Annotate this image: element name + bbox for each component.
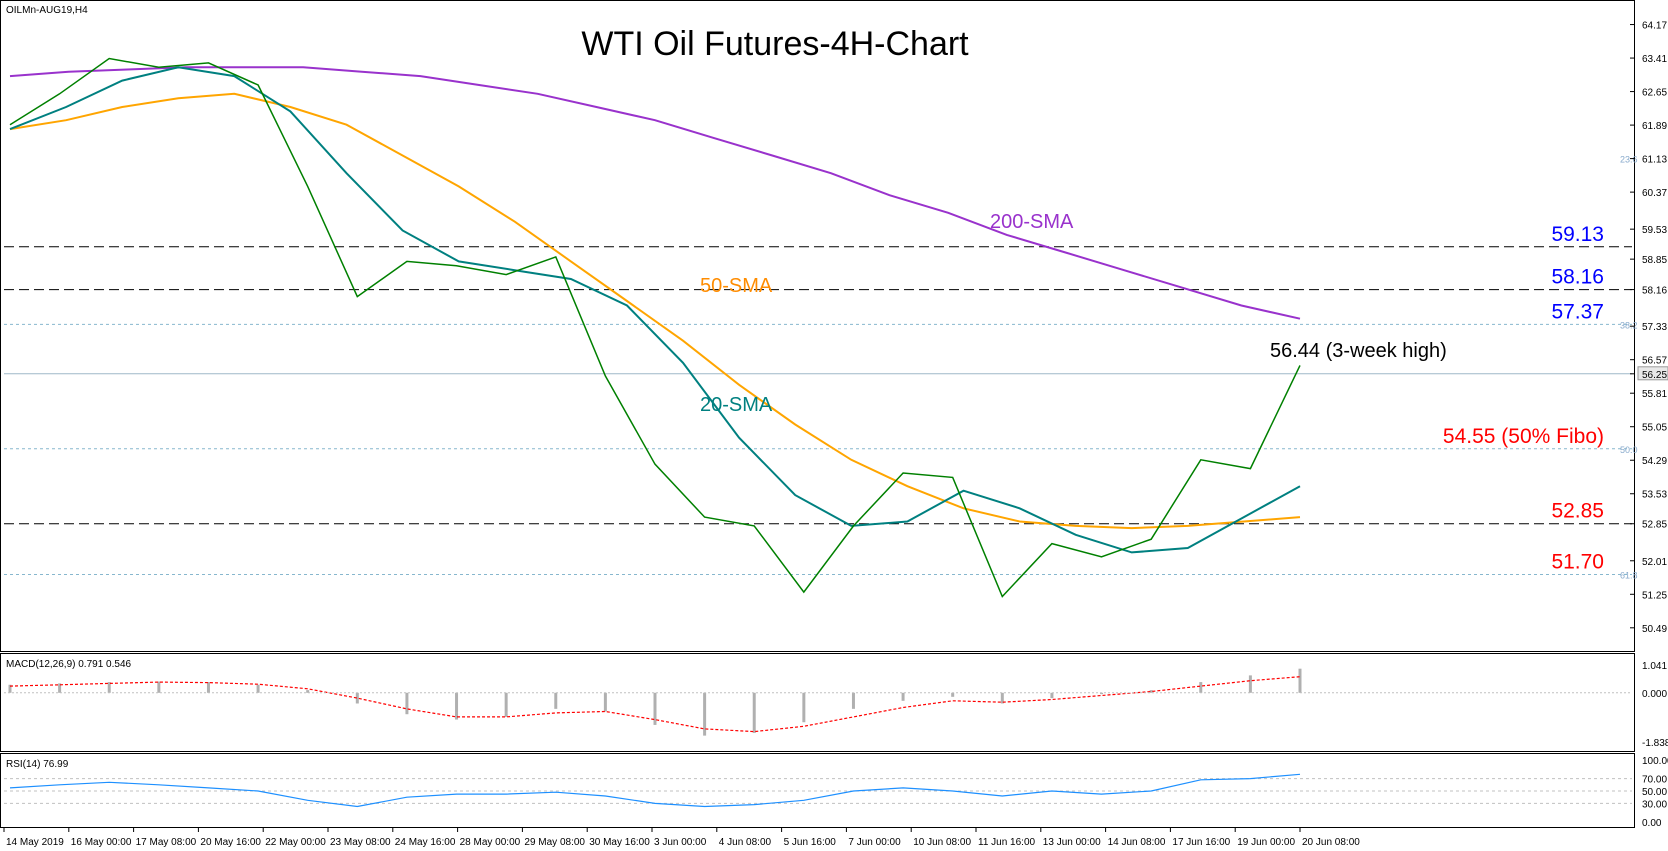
time-tick-label: 17 May 08:00 [136,837,197,848]
time-tick-label: 14 May 2019 [6,837,64,848]
time-tick-label: 17 Jun 16:00 [1172,837,1230,848]
fib-label: 50.0 [1620,445,1638,455]
level-label: 51.70 [1551,550,1604,573]
price-tick-label: 53.53 [1642,490,1667,501]
price-tick-label: 55.81 [1642,389,1667,400]
price-tick-label: 61.13 [1642,155,1667,166]
time-tick-label: 7 Jun 00:00 [848,837,901,848]
rsi-tick-label: 0.00 [1642,818,1662,829]
price-tick-label: 52.85 [1642,520,1667,531]
symbol-label: OILMn-AUG19,H4 [6,5,88,16]
time-tick-label: 29 May 08:00 [524,837,585,848]
time-tick-label: 28 May 00:00 [460,837,521,848]
price-tick-label: 62.65 [1642,88,1667,99]
price-tick-label: 63.41 [1642,54,1667,65]
time-tick-label: 13 Jun 00:00 [1043,837,1101,848]
price-axis: 64.17 63.41 62.65 61.89 61.13 60.37 59.53 58.85… [1630,21,1668,635]
macd-signal-line [9,676,1301,733]
price-tick-label: 56.25 [1642,370,1667,381]
rsi-tick-label: 100.00 [1642,756,1668,767]
annotation-label: 200-SMA [990,211,1074,233]
fib-label: 61.8 [1620,570,1638,580]
fib-label: 38.2 [1620,320,1638,330]
macd-label: MACD(12,26,9) 0.791 0.546 [6,659,132,670]
level-label: 57.37 [1551,300,1604,323]
time-tick-label: 20 Jun 08:00 [1302,837,1360,848]
level-label: 59.13 [1551,223,1604,246]
rsi-label: RSI(14) 76.99 [6,759,69,770]
annotation-label: 20-SMA [700,394,773,416]
fib-label: 23.6 [1620,155,1638,165]
annotation-label: 56.44 (3-week high) [1270,340,1447,362]
annotation-label: 50-SMA [700,275,773,297]
macd-tick-label: -1.838 [1642,738,1668,749]
main-panel [0,0,1635,652]
time-tick-label: 4 Jun 08:00 [719,837,772,848]
time-tick-label: 3 Jun 00:00 [654,837,707,848]
price-tick-label: 59.53 [1642,225,1667,236]
level-label: 52.85 [1551,500,1604,523]
time-tick-label: 22 May 00:00 [265,837,326,848]
series-50-sma [9,92,1301,530]
price-tick-label: 60.37 [1642,188,1667,199]
macd-panel [0,653,1635,752]
macd-tick-label: 1.041 [1642,661,1667,672]
price-tick-label: 64.17 [1642,21,1667,32]
time-tick-label: 23 May 08:00 [330,837,391,848]
rsi-tick-label: 50.00 [1642,787,1667,798]
time-tick-label: 5 Jun 16:00 [784,837,837,848]
level-label: 58.16 [1551,266,1604,289]
series-200-sma [9,66,1301,320]
rsi-tick-label: 70.00 [1642,775,1667,786]
time-axis: 14 May 2019 16 May 00:00 17 May 08:00 20 Ma… [3,827,1360,848]
price-tick-label: 54.29 [1642,456,1667,467]
series-price [9,57,1301,598]
price-tick-label: 58.85 [1642,255,1667,266]
time-tick-label: 24 May 16:00 [395,837,456,848]
time-tick-label: 10 Jun 08:00 [913,837,971,848]
macd-indicator: 1.041 0.000 -1.838 [4,661,1668,749]
annotations: 200-SMA 50-SMA 20-SMA 56.44 (3-week high) [700,211,1447,416]
price-tick-label: 55.05 [1642,423,1667,434]
price-tick-label: 51.25 [1642,590,1667,601]
price-tick-label: 57.33 [1642,322,1667,333]
current-price-box [1637,366,1668,381]
price-tick-label: 52.01 [1642,557,1667,568]
price-tick-label: 58.16 [1642,286,1667,297]
price-tick-label: 50.49 [1642,624,1667,635]
macd-tick-label: 0.000 [1642,689,1667,700]
time-tick-label: 19 Jun 00:00 [1237,837,1295,848]
time-tick-label: 16 May 00:00 [71,837,132,848]
price-tick-label: 56.57 [1642,356,1667,367]
rsi-line [9,773,1301,808]
time-tick-label: 20 May 16:00 [200,837,261,848]
chart-title: WTI Oil Futures-4H-Chart [581,25,969,63]
price-series [9,57,1301,598]
time-tick-label: 11 Jun 16:00 [978,837,1036,848]
time-tick-label: 30 May 16:00 [589,837,650,848]
price-tick-label: 61.89 [1642,121,1667,132]
level-label: 54.55 (50% Fibo) [1443,425,1604,448]
series-20-sma [9,66,1301,554]
horizontal-levels: 59.13 58.16 57.37 54.55 (50% Fibo) 52.85 51.7… [4,155,1638,580]
time-tick-label: 14 Jun 08:00 [1108,837,1166,848]
rsi-tick-label: 30.00 [1642,799,1667,810]
